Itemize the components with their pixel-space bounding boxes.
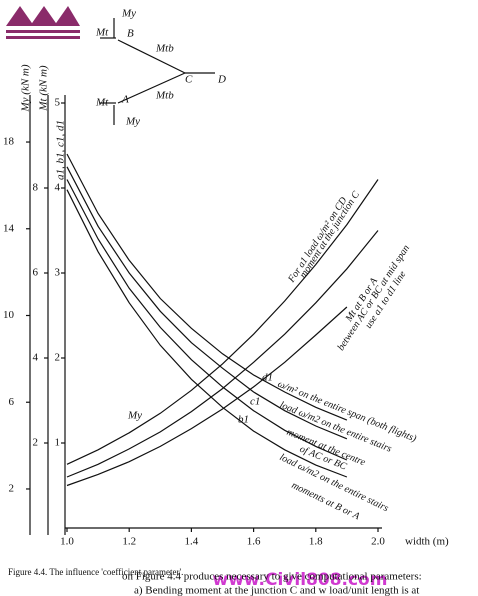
diagram-label: A [121,94,129,106]
axis-label: a1, b1, c1, d1 [55,120,67,180]
y-tick-label: 18 [3,136,15,148]
y-tick-label: 2 [55,352,61,364]
curve [66,230,379,478]
axis-label: My (kN m) [20,64,32,112]
caption: Figure 4.4. The influence 'coefficient p… [8,567,183,577]
y-tick-label: 4 [55,182,61,194]
y-tick-label: 3 [55,267,61,279]
diagram-label: Mt [95,27,109,39]
curve [66,153,348,421]
x-axis-label: width (m) [405,536,449,548]
body-line: a) Bending moment at the junction C and … [134,585,419,596]
annotation: moment at the junction C [298,189,362,280]
series-label: b1 [238,414,249,426]
y-tick-label: 4 [33,352,39,364]
y-tick-label: 1 [55,437,61,449]
body-line: on Figure 4.4 produces necessary to give… [122,571,422,583]
curve [66,306,348,487]
y-tick-label: 2 [33,437,39,449]
y-tick-label: 8 [33,182,39,194]
diagram-label: My [125,116,140,128]
diagram-label: Mtb [155,43,174,55]
y-tick-label: 6 [9,396,15,408]
y-tick-label: 5 [55,97,61,109]
curve [66,179,348,461]
x-tick-label: 1.4 [185,536,199,548]
x-tick-label: 2.0 [371,536,385,548]
x-tick-label: 1.8 [309,536,323,548]
y-tick-label: 14 [3,222,15,234]
series-label: c1 [250,396,260,408]
logo [6,6,80,39]
diagram-label: B [127,28,134,40]
x-tick-label: 1.2 [122,536,136,548]
diagram-label: My [121,8,136,20]
curve [66,179,379,465]
curve [66,189,348,478]
series-label: d1 [262,372,273,384]
structure-diagram [100,18,215,125]
curve [66,166,348,440]
y-tick-label: 2 [9,483,15,495]
watermark: www.Civil808.com [213,570,388,590]
diagram-label: D [217,74,226,86]
diagram-label: C [185,74,193,86]
annotation: between AC or BC at mid span [336,243,413,353]
series-label: My [127,410,142,422]
x-tick-label: 1.0 [60,536,74,548]
diagram-label: Mtb [155,90,174,102]
x-tick-label: 1.6 [247,536,261,548]
y-tick-label: 10 [3,309,15,321]
diagram-label: Mt [95,97,109,109]
y-tick-label: 6 [33,267,39,279]
axis-label: Mt (kN m) [38,65,50,112]
